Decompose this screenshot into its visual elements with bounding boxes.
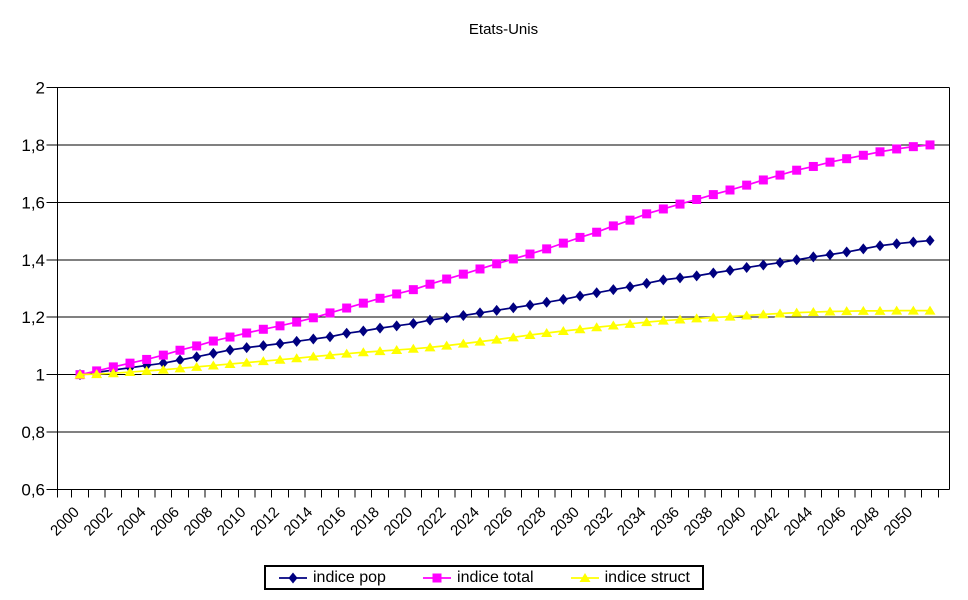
y-tick-label: 1,8 — [21, 136, 45, 155]
y-tick-label: 2 — [36, 79, 45, 98]
x-tick-label: 2012 — [247, 504, 283, 540]
x-tick-label: 2050 — [881, 504, 917, 540]
x-tick-label: 2034 — [614, 504, 650, 540]
x-tick-label: 2016 — [314, 504, 350, 540]
chart-title: Etats-Unis — [468, 21, 539, 38]
legend-label: indice struct — [604, 568, 690, 586]
x-tick-label: 2018 — [347, 504, 383, 540]
square-marker-icon — [423, 573, 452, 582]
x-tick-label: 2044 — [781, 504, 817, 540]
triangle-marker-icon — [570, 572, 599, 582]
x-tick-label: 2040 — [714, 504, 750, 540]
y-tick-label: 0,6 — [21, 481, 45, 500]
diamond-marker-icon — [279, 572, 307, 583]
x-tick-label: 2028 — [514, 504, 550, 540]
x-axis-labels: 2000200220042006200820102012201420162018… — [47, 504, 916, 540]
x-tick-label: 2024 — [447, 504, 483, 540]
legend: indice pop indice total indice struct — [264, 565, 704, 590]
y-axis-labels: 0,6 0,8 1 1,2 1,4 1,6 1,8 2 — [21, 79, 45, 500]
y-tick-label: 1,4 — [21, 251, 45, 270]
x-tick-label: 2038 — [681, 504, 717, 540]
x-tick-label: 2026 — [481, 504, 517, 540]
x-tick-label: 2030 — [547, 504, 583, 540]
x-tick-label: 2000 — [47, 504, 83, 540]
legend-item-indice-struct: indice struct — [570, 569, 690, 587]
axes — [46, 87, 950, 498]
x-tick-label: 2002 — [81, 504, 117, 540]
y-tick-label: 0,8 — [21, 423, 45, 442]
x-tick-label: 2022 — [414, 504, 450, 540]
legend-label: indice total — [457, 568, 534, 586]
series-indice-total — [75, 140, 935, 380]
x-tick-label: 2014 — [281, 504, 317, 540]
x-tick-label: 2004 — [114, 504, 150, 540]
x-tick-label: 2036 — [647, 504, 683, 540]
y-tick-label: 1 — [36, 366, 45, 385]
gridlines — [57, 87, 950, 490]
legend-item-indice-pop: indice pop — [278, 569, 386, 587]
series-indice-struct — [74, 305, 936, 379]
x-tick-label: 2020 — [381, 504, 417, 540]
y-tick-label: 1,2 — [21, 308, 45, 327]
legend-item-indice-total: indice total — [422, 569, 534, 587]
series-indice-pop — [75, 235, 935, 381]
x-tick-label: 2006 — [147, 504, 183, 540]
x-tick-label: 2042 — [747, 504, 783, 540]
x-tick-label: 2010 — [214, 504, 250, 540]
legend-label: indice pop — [313, 568, 386, 586]
y-tick-label: 1,6 — [21, 193, 45, 212]
x-tick-label: 2046 — [814, 504, 850, 540]
x-tick-label: 2008 — [181, 504, 217, 540]
x-tick-label: 2032 — [581, 504, 617, 540]
x-tick-label: 2048 — [847, 504, 883, 540]
